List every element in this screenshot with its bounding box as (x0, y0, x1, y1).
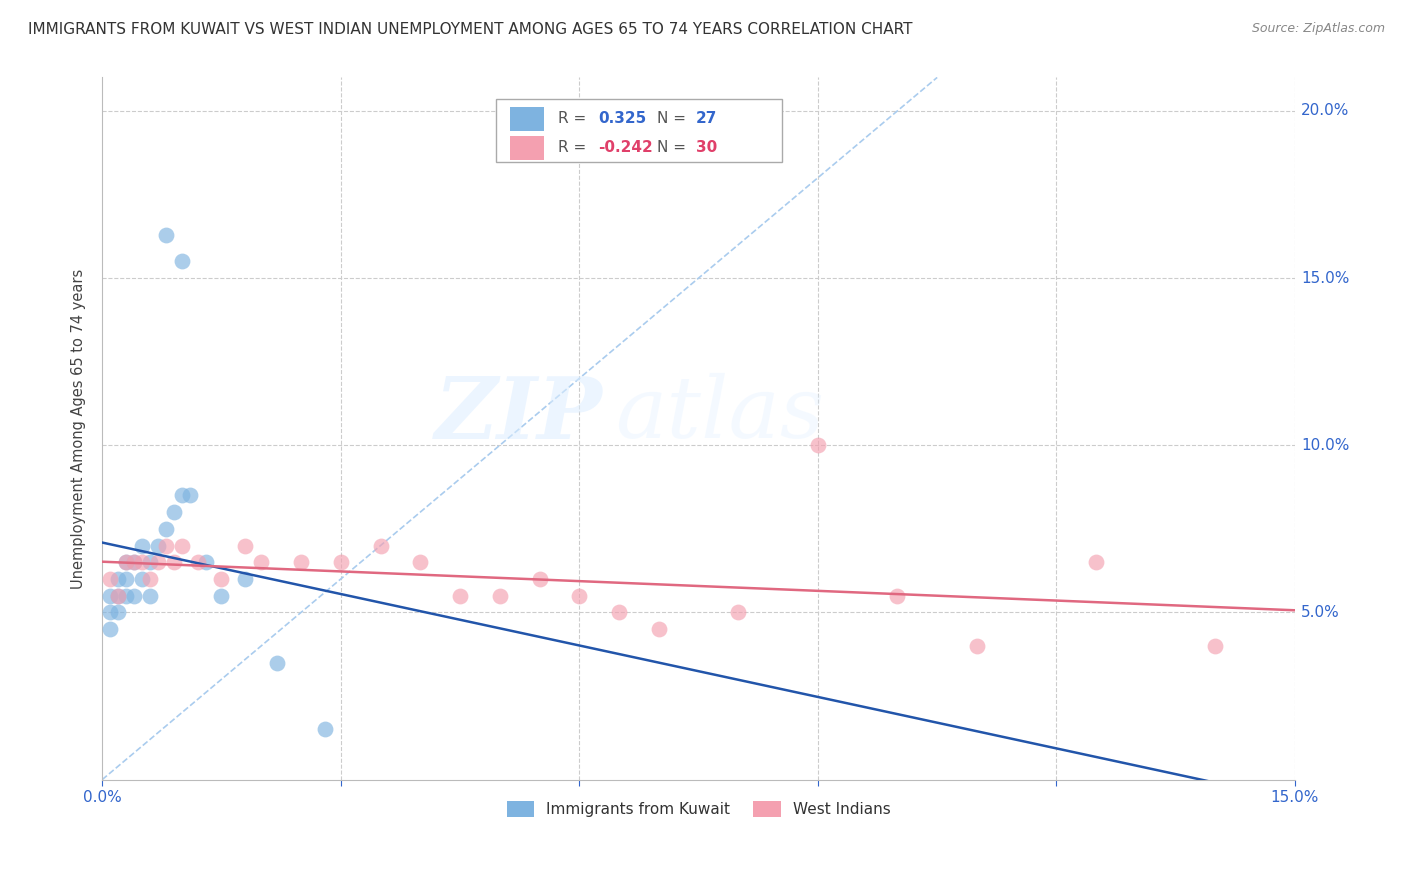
Text: atlas: atlas (614, 373, 824, 456)
Point (179, 488, 201, 502)
Text: N =: N = (657, 112, 690, 127)
Text: 30: 30 (696, 140, 717, 155)
Point (122, 589, 145, 603)
Point (329, 555, 352, 569)
Point (131, 555, 153, 569)
Text: 5.0%: 5.0% (1301, 605, 1340, 620)
Point (211, 589, 233, 603)
Text: 0.325: 0.325 (599, 112, 647, 127)
Point (607, 606, 630, 620)
FancyBboxPatch shape (496, 98, 782, 161)
Point (170, 254, 193, 268)
Point (170, 488, 193, 502)
Point (529, 572, 551, 586)
Point (194, 555, 217, 569)
Point (807, 438, 830, 452)
Point (107, 572, 129, 586)
Point (211, 572, 233, 586)
Point (886, 589, 908, 603)
Point (488, 589, 510, 603)
Point (290, 555, 312, 569)
Point (122, 555, 145, 569)
Point (155, 227, 177, 242)
Point (107, 606, 129, 620)
Point (233, 572, 256, 586)
FancyBboxPatch shape (510, 107, 544, 131)
Text: 10.0%: 10.0% (1301, 438, 1350, 453)
Point (648, 622, 671, 636)
Point (139, 572, 162, 586)
FancyBboxPatch shape (510, 136, 544, 160)
Text: IMMIGRANTS FROM KUWAIT VS WEST INDIAN UNEMPLOYMENT AMONG AGES 65 TO 74 YEARS COR: IMMIGRANTS FROM KUWAIT VS WEST INDIAN UN… (28, 22, 912, 37)
Text: Source: ZipAtlas.com: Source: ZipAtlas.com (1251, 22, 1385, 36)
Point (370, 539, 392, 553)
Point (115, 572, 138, 586)
Point (1204, 639, 1226, 653)
Point (266, 656, 288, 670)
Point (146, 539, 169, 553)
Text: N =: N = (657, 140, 690, 155)
Text: 20.0%: 20.0% (1301, 103, 1350, 119)
Point (727, 606, 749, 620)
Text: R =: R = (558, 140, 591, 155)
Point (98, 572, 121, 586)
Y-axis label: Unemployment Among Ages 65 to 74 years: Unemployment Among Ages 65 to 74 years (72, 268, 86, 589)
Text: -0.242: -0.242 (599, 140, 654, 155)
Point (146, 555, 169, 569)
Point (449, 589, 471, 603)
Point (107, 589, 129, 603)
Point (1085, 555, 1108, 569)
Point (122, 555, 145, 569)
Legend: Immigrants from Kuwait, West Indians: Immigrants from Kuwait, West Indians (499, 793, 898, 824)
Point (966, 639, 988, 653)
Point (314, 723, 336, 737)
Point (163, 555, 186, 569)
Text: ZIP: ZIP (436, 373, 603, 456)
Point (98, 589, 121, 603)
Point (155, 522, 177, 536)
Point (98, 622, 121, 636)
Text: 15.0%: 15.0% (1301, 270, 1350, 285)
Point (233, 539, 256, 553)
Point (131, 572, 153, 586)
Point (115, 555, 138, 569)
Point (187, 555, 209, 569)
Point (139, 555, 162, 569)
Point (107, 589, 129, 603)
Point (98, 606, 121, 620)
Point (163, 505, 186, 519)
Point (115, 589, 138, 603)
Point (409, 555, 432, 569)
Point (568, 589, 591, 603)
Text: R =: R = (558, 112, 591, 127)
Point (115, 555, 138, 569)
Point (250, 555, 273, 569)
Point (139, 589, 162, 603)
Text: 27: 27 (696, 112, 717, 127)
Point (131, 539, 153, 553)
Point (155, 539, 177, 553)
Point (170, 539, 193, 553)
